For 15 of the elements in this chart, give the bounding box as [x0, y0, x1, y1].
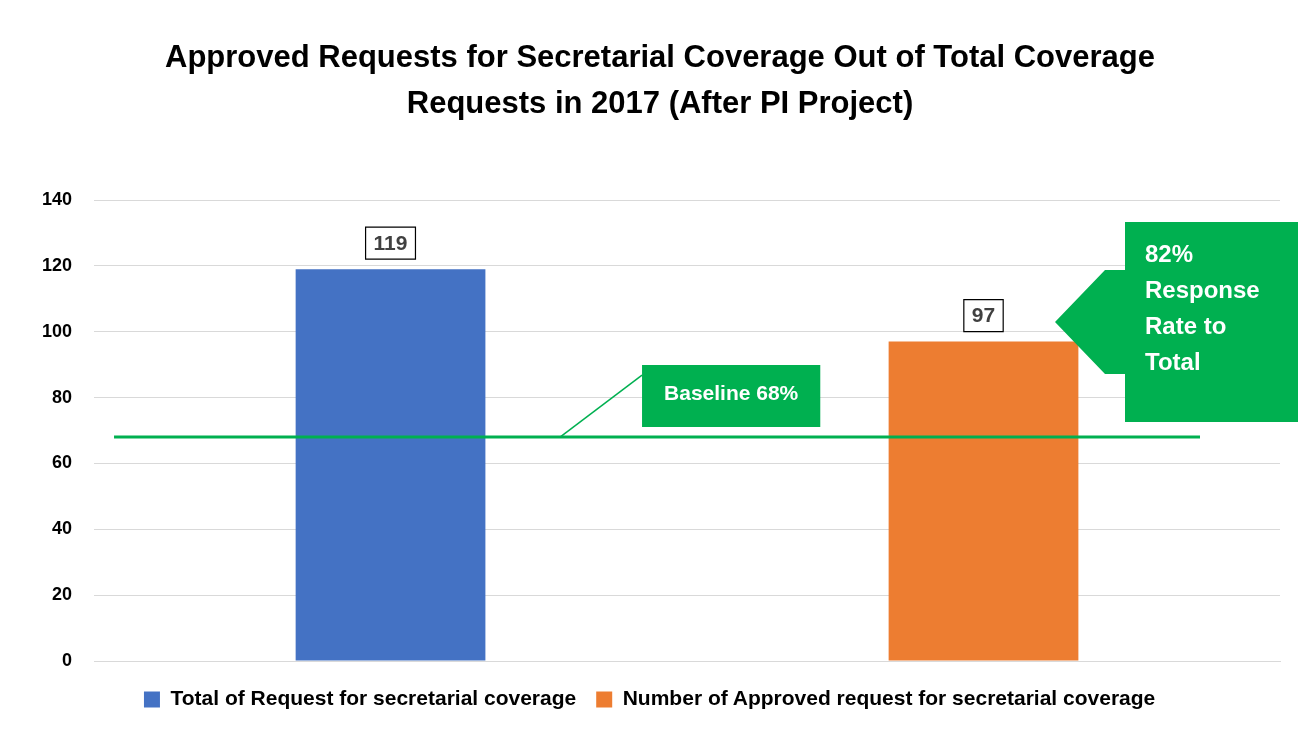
legend-label: Total of Request for secretarial coverage — [170, 686, 577, 710]
chart-title: Approved Requests for Secretarial Coverage Out of Total Coverage Requests in 2017 (After PI Project) — [164, 38, 1156, 122]
y-tick-label: 140 — [41, 188, 73, 209]
data-label: 119 — [373, 230, 408, 254]
y-tick-label: 60 — [52, 452, 73, 473]
data-label: 97 — [971, 303, 996, 327]
y-tick-label: 100 — [41, 320, 73, 341]
annotation: 82% Response Rate to Total — [1145, 239, 1261, 377]
ref-line-label: Baseline 68% — [664, 380, 799, 404]
legend-label: Number of Approved request for secretarial coverage — [622, 686, 1156, 710]
y-tick-label: 0 — [62, 649, 73, 670]
y-tick-label: 120 — [41, 254, 73, 275]
y-tick-label: 80 — [52, 386, 73, 407]
y-tick-label: 40 — [52, 518, 73, 539]
y-tick-label: 20 — [52, 584, 73, 605]
